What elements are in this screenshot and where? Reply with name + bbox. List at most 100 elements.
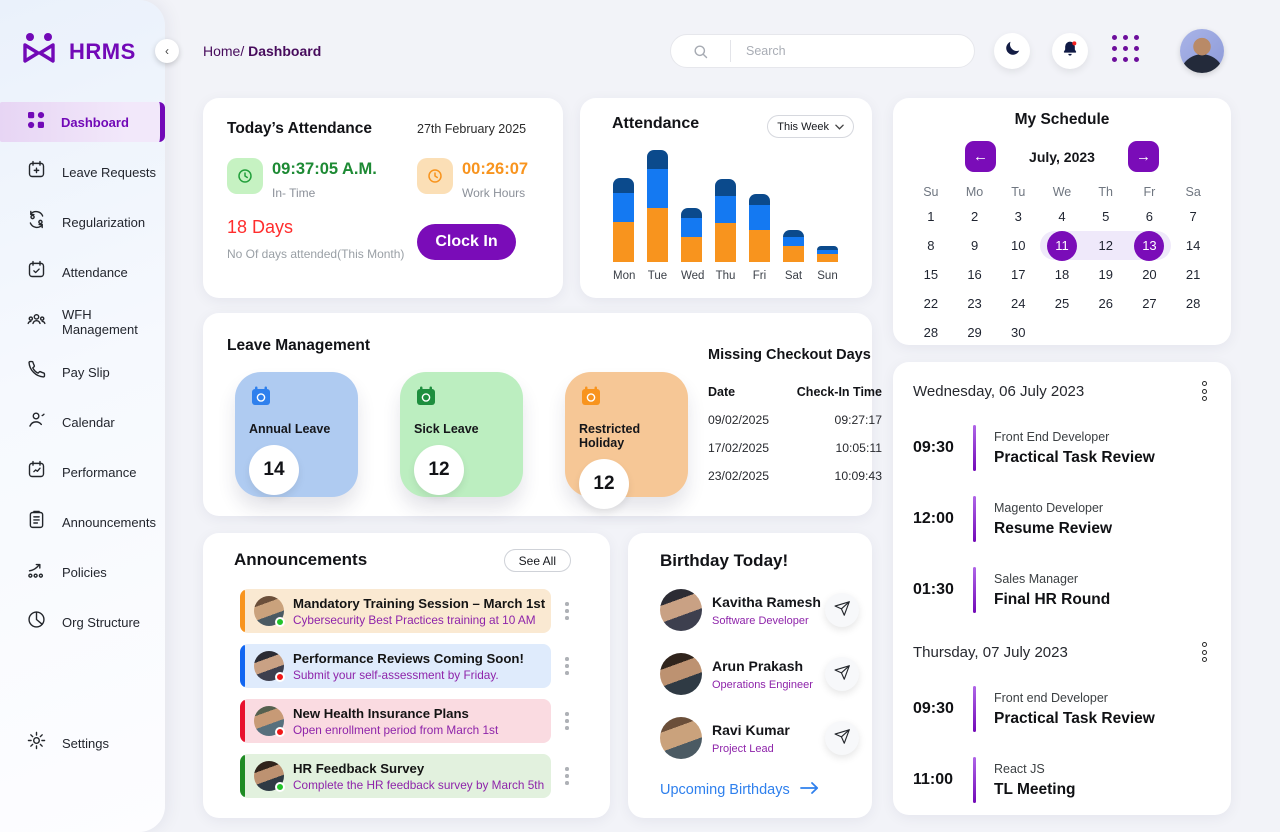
event-role: React JS — [994, 761, 1045, 776]
kebab-menu-icon[interactable] — [1202, 381, 1211, 401]
calendar-day-6[interactable]: 6 — [1145, 209, 1154, 224]
calendar-day-1[interactable]: 1 — [927, 209, 935, 224]
calendar-day-15[interactable]: 15 — [923, 267, 939, 282]
sidebar-collapse-button[interactable]: ‹ — [155, 39, 179, 63]
calendar-day-13[interactable]: 13 — [1127, 230, 1172, 261]
kebab-menu-icon[interactable] — [1202, 642, 1211, 662]
calendar-day-23[interactable]: 23 — [967, 296, 982, 311]
sidebar-item-regularization[interactable]: Regularization — [0, 202, 165, 242]
chevron-down-icon — [835, 121, 844, 133]
schedule-event[interactable]: 09:30 Front End Developer Practical Task R… — [913, 423, 1211, 473]
dark-mode-toggle[interactable] — [994, 33, 1030, 69]
calendar-day-5[interactable]: 5 — [1102, 209, 1110, 224]
sidebar-item-policies[interactable]: Policies — [0, 552, 165, 592]
calendar-day-8[interactable]: 8 — [927, 238, 935, 253]
calendar-day-16[interactable]: 16 — [967, 267, 982, 282]
paper-plane-icon — [833, 728, 851, 748]
birthday-role: Operations Engineer — [712, 678, 813, 691]
schedule-event[interactable]: 11:00 React JS TL Meeting — [913, 755, 1211, 805]
kebab-menu-icon[interactable] — [565, 712, 569, 730]
sidebar-nav: Dashboard Leave Requests Regularization … — [0, 102, 165, 773]
calendar-day-7[interactable]: 7 — [1189, 209, 1197, 224]
calendar-day-2[interactable]: 2 — [970, 209, 979, 224]
kebab-menu-icon[interactable] — [565, 657, 569, 675]
calendar-day-30[interactable]: 30 — [1011, 325, 1026, 340]
schedule-event[interactable]: 01:30 Sales Manager Final HR Round — [913, 565, 1211, 615]
arrow-left-icon: ← — [973, 148, 988, 165]
calendar-day-12[interactable]: 12 — [1083, 231, 1128, 260]
breadcrumb-home[interactable]: Home/ — [203, 43, 245, 59]
calendar-day-14[interactable]: 14 — [1185, 238, 1201, 253]
blue-segment — [749, 205, 770, 230]
send-wish-button[interactable] — [825, 593, 859, 627]
sidebar-item-announcements[interactable]: Announcements — [0, 502, 165, 542]
calendar-day-22[interactable]: 22 — [923, 296, 939, 311]
leave-management-card: Leave Management Annual Leave 14 Sick Leav… — [203, 313, 882, 516]
sidebar-item-leave-requests[interactable]: Leave Requests — [0, 152, 165, 192]
kebab-menu-icon[interactable] — [565, 602, 569, 620]
calendar-day-26[interactable]: 26 — [1098, 296, 1113, 311]
schedule-event[interactable]: 09:30 Front end Developer Practical Task R… — [913, 684, 1211, 734]
search-bar[interactable] — [670, 34, 975, 68]
sidebar-item-attendance[interactable]: Attendance — [0, 252, 165, 292]
calendar-day-20[interactable]: 20 — [1142, 267, 1157, 282]
notifications-button[interactable] — [1052, 33, 1088, 69]
calendar-day-24[interactable]: 24 — [1011, 296, 1026, 311]
apps-grid-button[interactable] — [1112, 35, 1139, 62]
calendar-day-18[interactable]: 18 — [1054, 267, 1070, 282]
calendar-day-17[interactable]: 17 — [1011, 267, 1026, 282]
search-input[interactable] — [731, 44, 974, 58]
announcement-row: HR Feedback Survey Complete the HR feedba… — [240, 754, 569, 798]
send-wish-button[interactable] — [825, 721, 859, 755]
sidebar-item-performance[interactable]: Performance — [0, 452, 165, 492]
sidebar-item-org-structure[interactable]: Org Structure — [0, 602, 165, 642]
announcement-title: New Health Insurance Plans — [293, 705, 469, 721]
sidebar-item-wfh-management[interactable]: WFH Management — [0, 302, 165, 342]
calendar-day-29[interactable]: 29 — [967, 325, 982, 340]
week-filter-dropdown[interactable]: This Week — [767, 115, 854, 138]
send-wish-button[interactable] — [825, 657, 859, 691]
announcement-item[interactable]: New Health Insurance Plans Open enrollmen… — [240, 699, 551, 743]
navy-segment — [783, 230, 804, 237]
calendar-day-4[interactable]: 4 — [1058, 209, 1066, 224]
calendar-day-19[interactable]: 19 — [1098, 267, 1113, 282]
sidebar-item-settings[interactable]: Settings — [0, 723, 165, 763]
calendar-day-21[interactable]: 21 — [1185, 267, 1201, 282]
growth-chart-icon — [26, 559, 47, 585]
announcement-item[interactable]: Mandatory Training Session – March 1st Cy… — [240, 589, 551, 633]
my-schedule-title: My Schedule — [1014, 111, 1110, 128]
calendar-day-25[interactable]: 25 — [1054, 296, 1070, 311]
schedule-event[interactable]: 12:00 Magento Developer Resume Review — [913, 494, 1211, 544]
clock-in-button[interactable]: Clock In — [417, 224, 516, 260]
user-avatar[interactable] — [1180, 29, 1224, 73]
announcement-item[interactable]: HR Feedback Survey Complete the HR feedba… — [240, 754, 551, 798]
kebab-menu-icon[interactable] — [565, 767, 569, 785]
calendar-day-3[interactable]: 3 — [1014, 209, 1022, 224]
calendar-prev-button[interactable]: ← — [965, 141, 996, 172]
schedule-day-header: Wednesday, 06 July 2023 — [913, 380, 1211, 402]
calendar-day-27[interactable]: 27 — [1142, 296, 1157, 311]
sidebar-item-dashboard[interactable]: Dashboard — [0, 102, 165, 142]
avatar — [254, 761, 285, 792]
sidebar-item-calendar[interactable]: Calendar — [0, 402, 165, 442]
calendar-next-button[interactable]: → — [1128, 141, 1159, 172]
upcoming-birthdays-link[interactable]: Upcoming Birthdays — [660, 781, 820, 799]
schedule-date: Thursday, 07 July 2023 — [913, 643, 1068, 661]
attendance-bar-chart: Mon Tue Wed Thu Fri Sat Sun — [613, 142, 838, 282]
event-title: TL Meeting — [994, 780, 1076, 798]
see-all-button[interactable]: See All — [503, 549, 571, 572]
calendar-day-28[interactable]: 28 — [1185, 296, 1201, 311]
breadcrumb[interactable]: Home/ Dashboard — [203, 43, 321, 59]
calendar-day-9[interactable]: 9 — [970, 238, 979, 253]
announcement-item[interactable]: Performance Reviews Coming Soon! Submit y… — [240, 644, 551, 688]
hrms-logo-icon — [20, 30, 58, 73]
calendar-day-11[interactable]: 11 — [1040, 230, 1084, 261]
sidebar-item-pay-slip[interactable]: Pay Slip — [0, 352, 165, 392]
announcement-texts: Performance Reviews Coming Soon! Submit y… — [293, 651, 524, 682]
event-accent-bar — [973, 686, 976, 732]
calendar-day-10[interactable]: 10 — [1011, 238, 1026, 253]
clipboard-list-icon — [26, 509, 47, 535]
people-group-icon — [26, 309, 47, 335]
calendar-day-28[interactable]: 28 — [923, 325, 939, 340]
